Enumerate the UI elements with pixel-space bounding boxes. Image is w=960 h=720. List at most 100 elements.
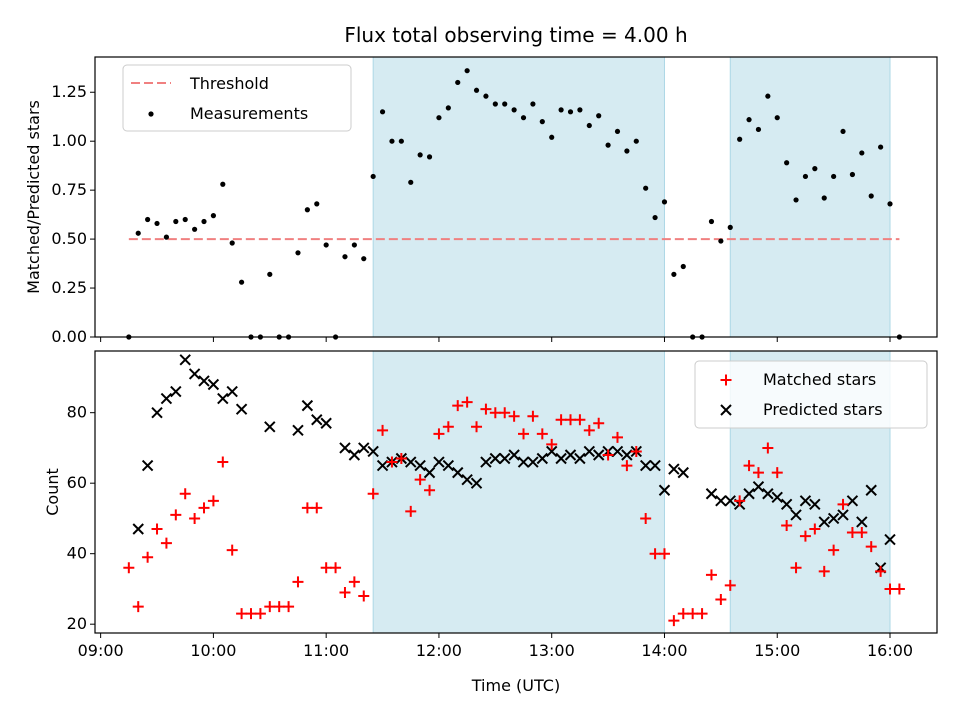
measurement-point xyxy=(398,138,404,144)
x-tick-label: 14:00 xyxy=(641,641,687,660)
predicted-star-point xyxy=(574,452,586,465)
axes-frame xyxy=(94,350,938,634)
predicted-star-point xyxy=(489,452,502,465)
measurement-point xyxy=(567,109,574,115)
legend-measurements-label: Measurements xyxy=(190,104,308,123)
measurement-point xyxy=(539,119,545,125)
legend-box xyxy=(694,360,928,429)
matched-star-point xyxy=(696,608,708,620)
predicted-star-point xyxy=(470,477,483,489)
matched-star-point xyxy=(358,590,370,602)
top-panel: 0.00 0.25 0.50 0.75 1.00 1.25 Flux total obser… xyxy=(24,23,938,346)
measurement-point xyxy=(558,107,564,113)
predicted-star-point xyxy=(198,375,210,387)
matched-star-point xyxy=(724,579,736,591)
matched-star-point xyxy=(593,417,605,429)
matched-star-point xyxy=(414,474,426,486)
measurement-point xyxy=(417,152,423,158)
measurement-point xyxy=(389,138,395,144)
predicted-star-point xyxy=(264,421,276,433)
y-tick-label: 0.50 xyxy=(51,229,87,248)
measurement-point xyxy=(436,115,442,121)
matched-star-point xyxy=(461,396,473,408)
y-axis-label: Matched/Predicted stars xyxy=(24,100,43,294)
predicted-star-point xyxy=(141,459,154,472)
matched-star-point xyxy=(151,523,163,535)
matched-star-point xyxy=(339,586,351,598)
predicted-star-point xyxy=(865,484,877,496)
matched-star-point xyxy=(865,541,877,553)
measurement-point xyxy=(549,134,555,140)
measurement-point xyxy=(295,250,301,256)
matched-star-point xyxy=(160,537,172,549)
measurement-point xyxy=(586,122,592,129)
matched-star-point xyxy=(790,562,802,574)
measurement-point xyxy=(173,218,179,225)
chart-title: Flux total observing time = 4.00 h xyxy=(344,23,687,47)
measurement-point xyxy=(633,138,639,144)
measurement-point xyxy=(868,193,874,199)
predicted-star-point xyxy=(226,385,238,398)
matched-star-point xyxy=(395,453,407,465)
matched-star-point xyxy=(142,551,154,563)
matched-star-point xyxy=(546,438,558,450)
predicted-star-point xyxy=(151,406,163,419)
matched-star-point xyxy=(245,608,257,620)
matched-star-point xyxy=(621,460,633,472)
measurement-point xyxy=(238,279,245,285)
matched-star-point xyxy=(649,548,661,560)
measurement-point xyxy=(746,117,752,123)
x-tick-label: 09:00 xyxy=(78,641,124,660)
bottom-panel: 20 40 60 80 09:00 10:00 11:00 12:00 13:00 14:00 15… xyxy=(43,350,938,695)
predicted-star-point xyxy=(564,449,577,461)
measurement-point xyxy=(643,185,649,191)
measurement-point xyxy=(577,107,583,113)
matched-star-point xyxy=(123,562,135,574)
predicted-star-point xyxy=(724,495,736,507)
matched-star-point xyxy=(875,565,887,577)
measurement-point xyxy=(737,136,743,142)
measurement-point xyxy=(192,226,198,232)
legend-predicted-label: Predicted stars xyxy=(763,400,883,419)
matched-star-point xyxy=(846,527,858,539)
matched-star-point xyxy=(518,428,530,440)
predicted-star-point xyxy=(649,459,661,472)
measurement-point xyxy=(652,214,658,221)
matched-star-point xyxy=(207,495,219,507)
y-tick-label: 20 xyxy=(67,614,87,633)
predicted-star-point xyxy=(546,445,558,458)
measurement-point xyxy=(304,207,310,213)
predicted-star-point xyxy=(376,459,389,472)
measurement-point xyxy=(727,224,733,230)
predicted-star-point xyxy=(592,449,605,461)
matched-star-point xyxy=(752,467,764,479)
measurement-point xyxy=(201,218,207,225)
matched-star-point xyxy=(583,424,595,436)
predicted-star-point xyxy=(658,484,671,496)
measurement-point xyxy=(671,271,677,277)
measurement-point xyxy=(530,101,536,107)
y-tick-label: 60 xyxy=(67,473,87,492)
predicted-star-point xyxy=(179,354,191,366)
x-tick-label: 15:00 xyxy=(754,641,800,660)
y-tick-label: 1.25 xyxy=(51,82,87,101)
matched-star-point xyxy=(283,601,295,613)
legend-matched-label: Matched stars xyxy=(763,370,876,389)
predicted-star-point xyxy=(499,452,511,465)
predicted-star-point xyxy=(818,516,830,528)
matched-star-point xyxy=(499,407,511,419)
matched-star-point xyxy=(433,428,445,440)
measurement-point xyxy=(145,216,151,223)
predicted-star-point xyxy=(442,459,455,472)
measurement-point xyxy=(624,148,630,154)
predicted-star-point xyxy=(461,473,473,486)
legend-bottom: Matched stars Predicted stars xyxy=(694,360,928,429)
measurement-point xyxy=(765,93,771,99)
measurement-point xyxy=(267,271,273,277)
predicted-star-point xyxy=(188,368,201,380)
x-axis-label: Time (UTC) xyxy=(471,676,560,695)
matched-star-point xyxy=(687,608,699,620)
matched-star-point xyxy=(705,569,717,581)
measurement-point xyxy=(596,113,602,119)
matched-star-point xyxy=(179,488,191,500)
